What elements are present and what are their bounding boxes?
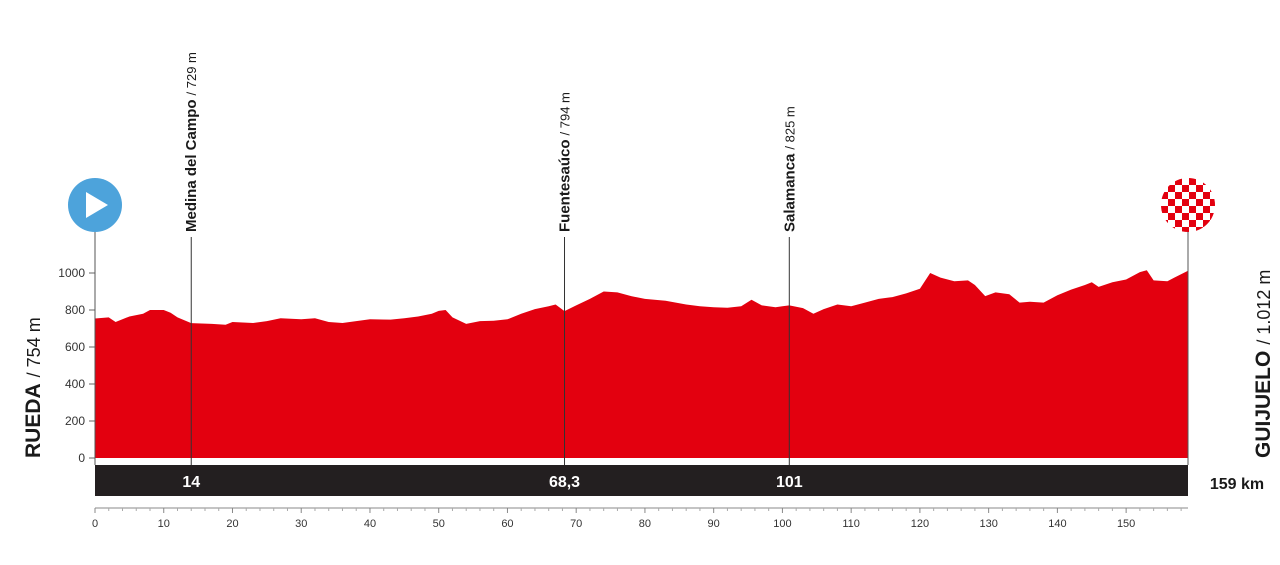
x-tick-label: 100 bbox=[773, 518, 791, 530]
waypoint-label: Medina del Campo / 729 m bbox=[183, 52, 200, 232]
waypoint-labels: Medina del Campo / 729 m Fuentesaúco / 794 … bbox=[183, 52, 798, 232]
x-tick-label: 30 bbox=[295, 518, 307, 530]
x-tick-label: 150 bbox=[1117, 518, 1135, 530]
finish-label: GUIJUELO / 1.012 m bbox=[1252, 270, 1275, 458]
finish-checkered-flag-icon bbox=[1161, 178, 1215, 232]
distance-bar-rect bbox=[95, 465, 1188, 496]
waypoint-name: Salamanca bbox=[781, 153, 798, 232]
y-tick-label: 400 bbox=[65, 377, 85, 391]
x-tick-label: 130 bbox=[979, 518, 997, 530]
y-tick-label: 1000 bbox=[58, 266, 85, 280]
distance-bar: 14 68,3 101 159 km bbox=[95, 465, 1264, 496]
waypoint-altitude: / 825 m bbox=[782, 106, 797, 149]
x-tick-label: 80 bbox=[639, 518, 651, 530]
waypoint-lines bbox=[94, 225, 1189, 465]
start-label: RUEDA / 754 m bbox=[22, 317, 45, 458]
waypoint-altitude: / 794 m bbox=[558, 92, 573, 135]
waypoint-label: Salamanca / 825 m bbox=[781, 106, 798, 232]
start-town-name: RUEDA bbox=[22, 383, 45, 458]
x-tick-label: 110 bbox=[842, 518, 860, 530]
x-tick-label: 140 bbox=[1048, 518, 1066, 530]
waypoint-km-label: 101 bbox=[776, 474, 803, 491]
x-tick-label: 60 bbox=[501, 518, 513, 530]
x-tick-label: 10 bbox=[158, 518, 170, 530]
y-tick-label: 0 bbox=[78, 451, 85, 465]
x-tick-label: 40 bbox=[364, 518, 376, 530]
start-marker: RUEDA / 754 m bbox=[22, 178, 122, 458]
y-tick-label: 600 bbox=[65, 340, 85, 354]
waypoint-name: Fuentesaúco bbox=[557, 139, 574, 232]
finish-marker: GUIJUELO / 1.012 m bbox=[1161, 178, 1275, 458]
y-tick-label: 800 bbox=[65, 303, 85, 317]
x-axis: 0 10 20 30 40 50 60 70 80 90 100 110 120 130 140 150 bbox=[92, 507, 1188, 530]
y-tick-label: 200 bbox=[65, 414, 85, 428]
start-altitude: / 754 m bbox=[24, 317, 44, 377]
finish-altitude: / 1.012 m bbox=[1254, 270, 1274, 345]
x-tick-label: 50 bbox=[433, 518, 445, 530]
total-distance-label: 159 km bbox=[1210, 476, 1264, 493]
waypoint-km-label: 68,3 bbox=[549, 474, 580, 491]
finish-town-name: GUIJUELO bbox=[1252, 351, 1275, 458]
elevation-profile-fill bbox=[95, 270, 1188, 458]
start-play-triangle bbox=[86, 192, 108, 218]
y-axis: 0 200 400 600 800 1000 bbox=[58, 266, 95, 465]
elevation-area bbox=[95, 270, 1188, 458]
waypoint-label: Fuentesaúco / 794 m bbox=[557, 92, 574, 232]
waypoint-km-label: 14 bbox=[182, 474, 200, 491]
x-tick-label: 70 bbox=[570, 518, 582, 530]
waypoint-altitude: / 729 m bbox=[184, 52, 199, 95]
x-tick-label: 20 bbox=[226, 518, 238, 530]
x-tick-label: 120 bbox=[911, 518, 929, 530]
x-tick-label: 90 bbox=[708, 518, 720, 530]
waypoint-name: Medina del Campo bbox=[183, 99, 200, 232]
x-tick-label: 0 bbox=[92, 518, 98, 530]
